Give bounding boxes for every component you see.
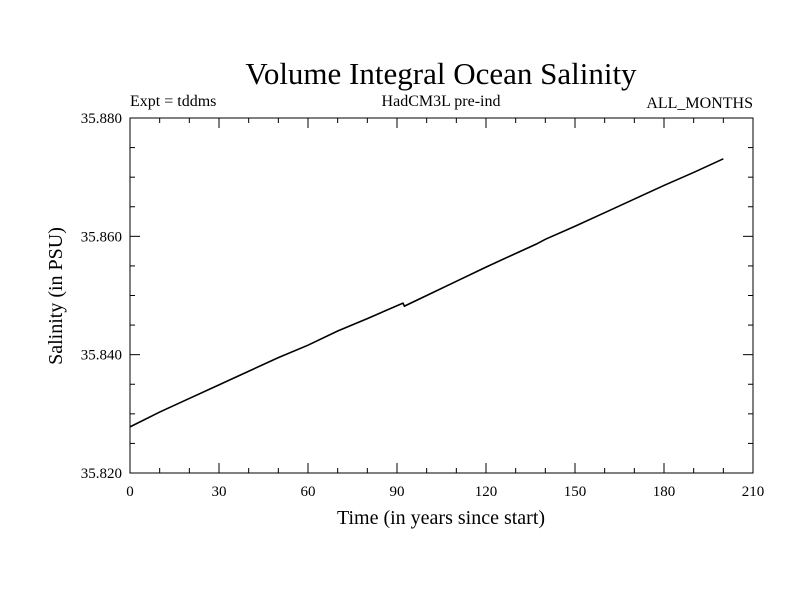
subtitle-experiment: Expt = tddms	[130, 93, 216, 110]
x-tick-label: 0	[126, 484, 134, 500]
x-tick-label: 120	[475, 484, 498, 500]
y-tick-label: 35.820	[81, 466, 122, 482]
chart-title: Volume Integral Ocean Salinity	[245, 56, 637, 91]
plot-frame	[129, 117, 754, 474]
axis-ticks	[129, 117, 754, 474]
x-tick-labels: 0 30 60 90 120 150 180 210	[126, 484, 764, 500]
subtitle-model: HadCM3L pre-ind	[382, 93, 501, 110]
y-tick-labels: 35.820 35.840 35.860 35.880	[81, 111, 122, 482]
x-tick-label: 90	[390, 484, 405, 500]
y-tick-label: 35.840	[81, 348, 122, 364]
x-tick-label: 30	[212, 484, 227, 500]
x-tick-label: 210	[742, 484, 765, 500]
x-tick-label: 150	[564, 484, 587, 500]
y-tick-label: 35.860	[81, 229, 122, 245]
y-axis-label: Salinity (in PSU)	[45, 227, 67, 365]
y-tick-label: 35.880	[81, 111, 122, 127]
x-tick-label: 180	[653, 484, 676, 500]
x-axis-label: Time (in years since start)	[337, 507, 545, 529]
subtitle-months: ALL_MONTHS	[646, 95, 753, 112]
x-tick-label: 60	[301, 484, 316, 500]
salinity-series-line	[129, 158, 724, 428]
